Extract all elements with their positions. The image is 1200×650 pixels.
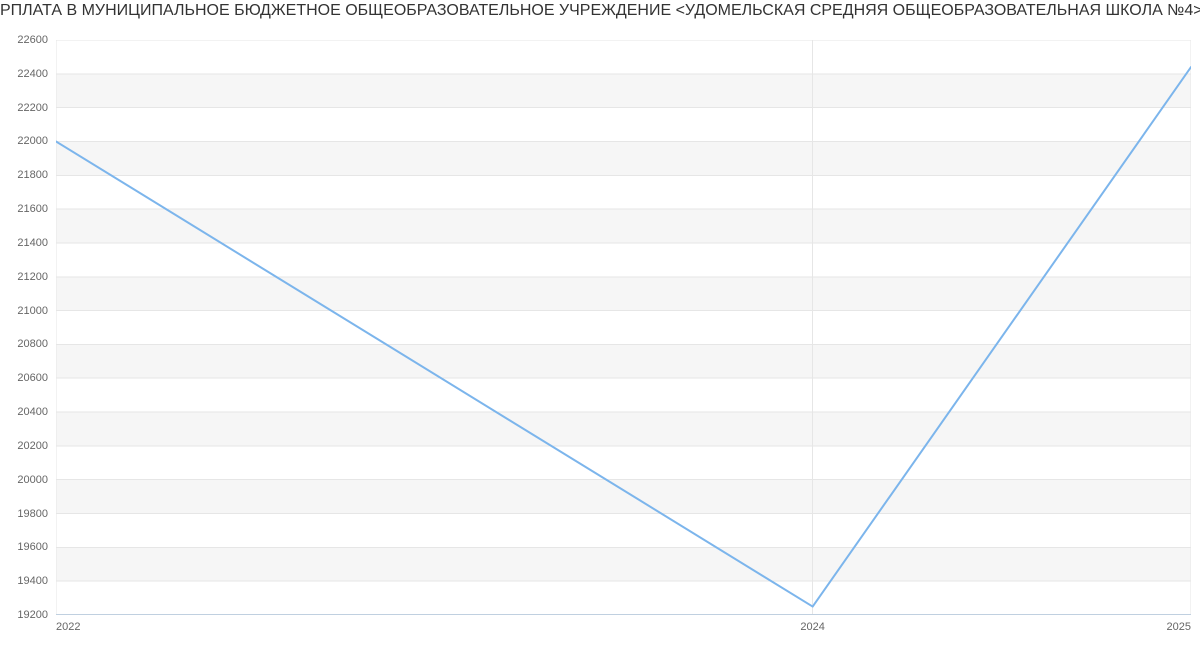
salary-line-chart: РПЛАТА В МУНИЦИПАЛЬНОЕ БЮДЖЕТНОЕ ОБЩЕОБР… xyxy=(0,0,1200,650)
y-tick-label: 19400 xyxy=(17,575,56,587)
x-tick-label: 2025 xyxy=(1167,615,1191,633)
y-tick-label: 21400 xyxy=(17,237,56,249)
plot-area: 1920019400196001980020000202002040020600… xyxy=(55,40,1191,615)
y-tick-label: 22200 xyxy=(17,102,56,114)
y-tick-label: 22600 xyxy=(17,34,56,46)
y-tick-label: 20000 xyxy=(17,474,56,486)
y-tick-label: 21800 xyxy=(17,169,56,181)
plot-svg xyxy=(56,40,1191,615)
x-tick-label: 2022 xyxy=(56,615,80,633)
y-tick-label: 20800 xyxy=(17,338,56,350)
chart-title: РПЛАТА В МУНИЦИПАЛЬНОЕ БЮДЖЕТНОЕ ОБЩЕОБР… xyxy=(0,0,1200,22)
y-tick-label: 22400 xyxy=(17,68,56,80)
y-tick-label: 20400 xyxy=(17,406,56,418)
y-tick-label: 21600 xyxy=(17,203,56,215)
y-tick-label: 22000 xyxy=(17,135,56,147)
y-tick-label: 19600 xyxy=(17,541,56,553)
y-tick-label: 19200 xyxy=(17,609,56,621)
y-tick-label: 20600 xyxy=(17,372,56,384)
y-tick-label: 21000 xyxy=(17,305,56,317)
y-tick-label: 21200 xyxy=(17,271,56,283)
y-tick-label: 20200 xyxy=(17,440,56,452)
x-tick-label: 2024 xyxy=(800,615,824,633)
y-tick-label: 19800 xyxy=(17,508,56,520)
